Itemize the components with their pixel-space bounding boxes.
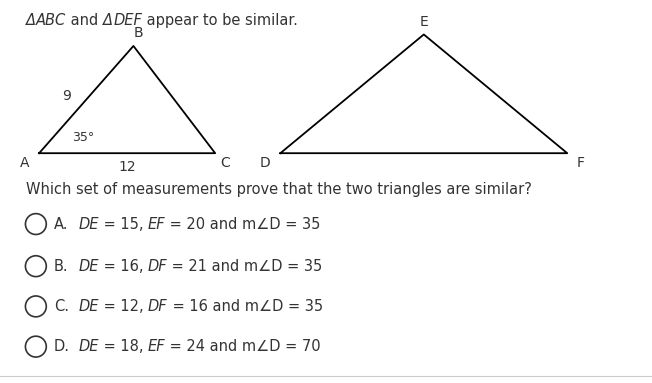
Text: A: A — [20, 156, 29, 170]
Text: DE: DE — [78, 339, 98, 354]
Text: = 16,: = 16, — [98, 259, 148, 274]
Text: 12: 12 — [118, 160, 136, 173]
Text: 9: 9 — [63, 89, 71, 103]
Text: ABC: ABC — [36, 13, 67, 28]
Text: A.: A. — [54, 216, 68, 232]
Text: = 16 and m∠D = 35: = 16 and m∠D = 35 — [168, 299, 323, 314]
Text: DE: DE — [78, 259, 98, 274]
Text: = 18,: = 18, — [98, 339, 148, 354]
Text: B: B — [134, 26, 143, 40]
Text: C.: C. — [54, 299, 69, 314]
Text: F: F — [577, 156, 585, 170]
Text: = 21 and m∠D = 35: = 21 and m∠D = 35 — [168, 259, 323, 274]
Text: B.: B. — [54, 259, 68, 274]
Text: Δ: Δ — [103, 13, 113, 28]
Text: = 24 and m∠D = 70: = 24 and m∠D = 70 — [166, 339, 321, 354]
Text: DEF: DEF — [113, 13, 142, 28]
Text: EF: EF — [148, 339, 166, 354]
Text: EF: EF — [148, 216, 166, 232]
Text: D.: D. — [54, 339, 70, 354]
Text: and: and — [67, 13, 103, 28]
Text: 35°: 35° — [72, 131, 94, 144]
Text: DF: DF — [148, 259, 168, 274]
Text: = 12,: = 12, — [98, 299, 148, 314]
Text: DE: DE — [78, 299, 98, 314]
Text: DE: DE — [78, 216, 98, 232]
Text: Δ: Δ — [26, 13, 36, 28]
Text: appear to be similar.: appear to be similar. — [142, 13, 298, 28]
Text: C: C — [220, 156, 230, 170]
Text: E: E — [419, 15, 428, 29]
Text: = 15,: = 15, — [98, 216, 148, 232]
Text: D: D — [260, 156, 271, 170]
Text: DF: DF — [148, 299, 168, 314]
Text: = 20 and m∠D = 35: = 20 and m∠D = 35 — [166, 216, 321, 232]
Text: Which set of measurements prove that the two triangles are similar?: Which set of measurements prove that the… — [26, 182, 532, 197]
